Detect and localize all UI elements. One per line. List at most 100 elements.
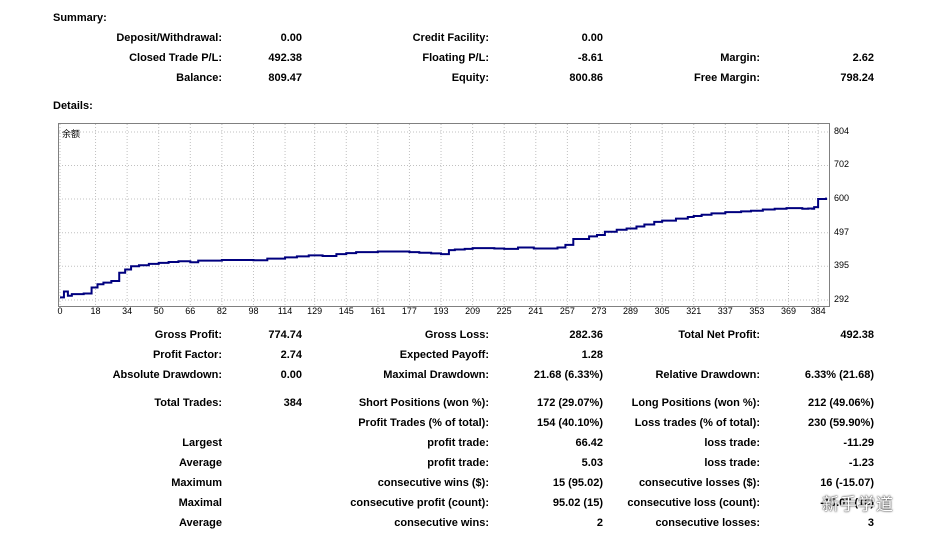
balance-label: Balance: xyxy=(176,72,222,84)
credit-label: Credit Facility: xyxy=(412,32,489,44)
margin-label: Margin: xyxy=(720,52,760,64)
net-profit-label: Total Net Profit: xyxy=(678,329,760,341)
maximal-label: Maximal xyxy=(178,497,222,509)
closed-pl-label: Closed Trade P/L: xyxy=(129,52,222,64)
deposit-value: 0.00 xyxy=(280,32,302,44)
average-label: Average xyxy=(178,457,222,469)
x-tick-label: 384 xyxy=(810,306,826,316)
long-positions-label: Long Positions (won %): xyxy=(631,397,760,409)
balance-chart xyxy=(58,123,830,307)
equity-value: 800.86 xyxy=(569,72,603,84)
expected-payoff-label: Expected Payoff: xyxy=(399,349,489,361)
expected-payoff-value: 1.28 xyxy=(581,349,603,361)
avg-cons-losses-label: consecutive losses: xyxy=(655,517,760,529)
equity-label: Equity: xyxy=(451,72,489,84)
x-tick-label: 98 xyxy=(248,306,259,316)
y-tick-label: 804 xyxy=(834,126,850,136)
gross-loss-value: 282.36 xyxy=(569,329,603,341)
x-tick-label: 82 xyxy=(216,306,227,316)
maximal-cons-profit-value: 95.02 (15) xyxy=(552,497,603,509)
short-positions-label: Short Positions (won %): xyxy=(358,397,489,409)
x-tick-label: 18 xyxy=(90,306,101,316)
chart-series-label: 余额 xyxy=(62,129,81,139)
x-tick-label: 289 xyxy=(623,306,639,316)
x-tick-label: 161 xyxy=(370,306,386,316)
avg-loss-value: -1.23 xyxy=(848,457,874,469)
total-trades-label: Total Trades: xyxy=(154,397,222,409)
maximal-cons-loss-label: consecutive loss (count): xyxy=(627,497,760,509)
max-drawdown-label: Maximal Drawdown: xyxy=(383,369,489,381)
largest-label: Largest xyxy=(182,437,222,449)
rel-drawdown-value: 6.33% (21.68) xyxy=(804,369,874,381)
max-cons-losses-value: 16 (-15.07) xyxy=(820,477,874,489)
balance-line xyxy=(60,197,827,299)
y-tick-label: 292 xyxy=(834,294,850,304)
avg-cons-wins-value: 2 xyxy=(596,517,603,529)
free-margin-value: 798.24 xyxy=(840,72,874,84)
x-tick-label: 337 xyxy=(717,306,733,316)
x-tick-label: 50 xyxy=(153,306,164,316)
maximum-label: Maximum xyxy=(171,477,222,489)
gross-profit-label: Gross Profit: xyxy=(154,329,222,341)
x-tick-label: 193 xyxy=(433,306,449,316)
x-tick-label: 353 xyxy=(749,306,765,316)
free-margin-label: Free Margin: xyxy=(693,72,760,84)
x-tick-label: 129 xyxy=(307,306,323,316)
gross-profit-value: 774.74 xyxy=(268,329,302,341)
x-tick-label: 369 xyxy=(780,306,796,316)
avg-profit-label: profit trade: xyxy=(427,457,489,469)
x-tick-label: 34 xyxy=(122,306,133,316)
maximal-cons-loss-value: -15.07 (16) xyxy=(820,497,874,509)
total-trades-value: 384 xyxy=(283,397,302,409)
profit-trades-label: Profit Trades (% of total): xyxy=(358,417,489,429)
max-cons-wins-value: 15 (95.02) xyxy=(552,477,603,489)
avg-cons-wins-label: consecutive wins: xyxy=(394,517,489,529)
x-tick-label: 241 xyxy=(528,306,544,316)
floating-label: Floating P/L: xyxy=(422,52,489,64)
profit-trades-value: 154 (40.10%) xyxy=(536,417,603,429)
x-tick-label: 0 xyxy=(57,306,63,316)
y-tick-label: 395 xyxy=(834,260,850,271)
credit-value: 0.00 xyxy=(581,32,603,44)
x-tick-label: 225 xyxy=(496,306,512,316)
abs-drawdown-label: Absolute Drawdown: xyxy=(112,369,222,381)
avg-profit-value: 5.03 xyxy=(581,457,603,469)
average2-label: Average xyxy=(178,517,222,529)
closed-pl-value: 492.38 xyxy=(268,52,302,64)
x-tick-label: 257 xyxy=(559,306,575,316)
x-tick-label: 321 xyxy=(686,306,702,316)
avg-loss-label: loss trade: xyxy=(704,457,760,469)
profit-factor-value: 2.74 xyxy=(280,349,302,361)
max-drawdown-value: 21.68 (6.33%) xyxy=(533,369,603,381)
largest-profit-label: profit trade: xyxy=(427,437,489,449)
largest-loss-value: -11.29 xyxy=(843,437,874,449)
loss-trades-value: 230 (59.90%) xyxy=(807,417,874,429)
watermark: 新手学道 xyxy=(822,495,894,514)
floating-value: -8.61 xyxy=(577,52,603,64)
profit-factor-label: Profit Factor: xyxy=(152,349,222,361)
net-profit-value: 492.38 xyxy=(840,329,874,341)
details-heading: Details: xyxy=(53,100,93,112)
y-tick-label: 497 xyxy=(834,226,850,237)
gross-loss-label: Gross Loss: xyxy=(424,329,489,341)
deposit-label: Deposit/Withdrawal: xyxy=(116,32,222,44)
x-tick-label: 273 xyxy=(591,306,607,316)
avg-cons-losses-value: 3 xyxy=(867,517,874,529)
y-tick-label: 600 xyxy=(834,192,850,203)
x-tick-label: 66 xyxy=(185,306,196,316)
x-tick-label: 177 xyxy=(401,306,417,316)
max-cons-losses-label: consecutive losses ($): xyxy=(638,477,760,489)
margin-value: 2.62 xyxy=(852,52,874,64)
short-positions-value: 172 (29.07%) xyxy=(536,397,603,409)
summary-heading: Summary: xyxy=(53,12,107,24)
largest-loss-label: loss trade: xyxy=(704,437,760,449)
rel-drawdown-label: Relative Drawdown: xyxy=(655,369,760,381)
x-tick-label: 209 xyxy=(465,306,481,316)
y-tick-label: 702 xyxy=(834,159,850,170)
long-positions-value: 212 (49.06%) xyxy=(807,397,874,409)
balance-value: 809.47 xyxy=(268,72,302,84)
x-tick-label: 145 xyxy=(338,306,354,316)
x-tick-label: 114 xyxy=(277,306,293,316)
max-cons-wins-label: consecutive wins ($): xyxy=(377,477,489,489)
maximal-cons-profit-label: consecutive profit (count): xyxy=(350,497,489,509)
